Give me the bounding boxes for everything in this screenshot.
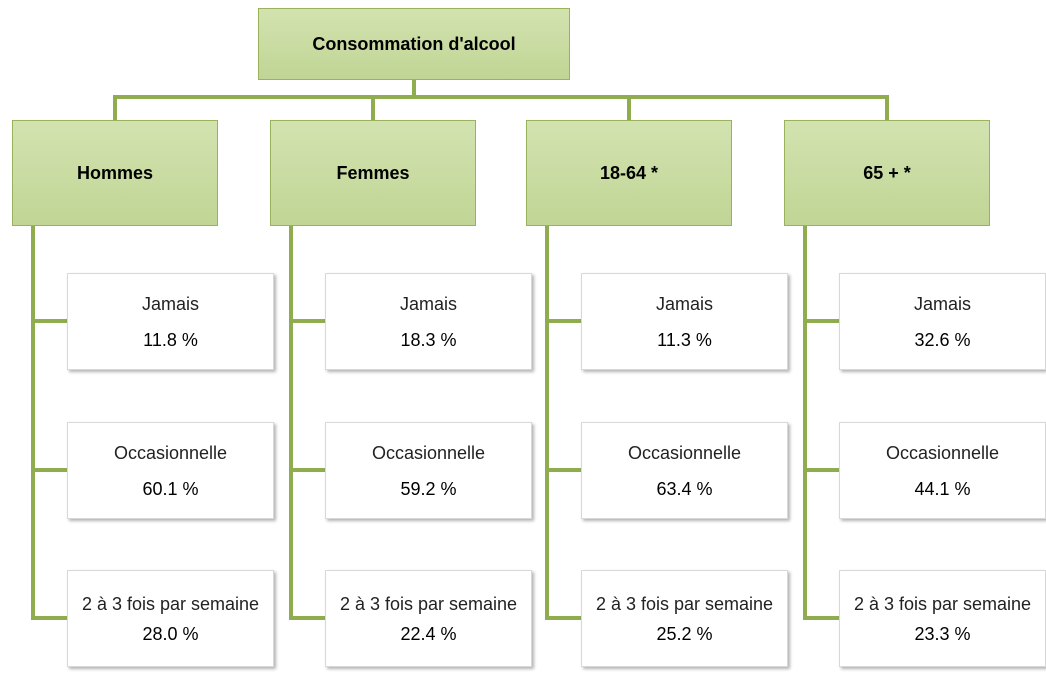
root-box: Consommation d'alcool [258, 8, 570, 80]
item-box: Jamais 32.6 % [839, 273, 1046, 370]
item-box: 2 à 3 fois par semaine 28.0 % [67, 570, 274, 667]
item-box: Occasionnelle 59.2 % [325, 422, 532, 519]
item-label: Occasionnelle [627, 442, 742, 463]
item-label: Occasionnelle [371, 442, 486, 463]
item-value: 63.4 % [656, 478, 713, 499]
item-label: Jamais [399, 293, 457, 314]
item-label: Occasionnelle [113, 442, 228, 463]
item-value: 28.0 % [142, 623, 199, 644]
item-value: 22.4 % [400, 623, 457, 644]
item-box: 2 à 3 fois par semaine 23.3 % [839, 570, 1046, 667]
item-label: Occasionnelle [885, 442, 1000, 463]
item-box: Jamais 11.8 % [67, 273, 274, 370]
item-label: 2 à 3 fois par semaine [595, 593, 774, 614]
item-label: 2 à 3 fois par semaine [81, 593, 260, 614]
item-label: 2 à 3 fois par semaine [339, 593, 518, 614]
item-value: 59.2 % [400, 478, 457, 499]
item-value: 25.2 % [656, 623, 713, 644]
item-value: 11.3 % [657, 329, 712, 350]
item-value: 32.6 % [914, 329, 971, 350]
item-value: 60.1 % [142, 478, 199, 499]
item-box: Occasionnelle 60.1 % [67, 422, 274, 519]
group-box: Hommes [12, 120, 218, 226]
group-box: 65 + * [784, 120, 990, 226]
item-box: Jamais 18.3 % [325, 273, 532, 370]
item-box: Occasionnelle 44.1 % [839, 422, 1046, 519]
item-value: 11.8 % [143, 329, 198, 350]
item-label: 2 à 3 fois par semaine [853, 593, 1032, 614]
item-value: 18.3 % [400, 329, 457, 350]
group-box: 18-64 * [526, 120, 732, 226]
group-box: Femmes [270, 120, 476, 226]
item-box: Occasionnelle 63.4 % [581, 422, 788, 519]
item-label: Jamais [655, 293, 713, 314]
item-label: Jamais [141, 293, 199, 314]
item-box: 2 à 3 fois par semaine 25.2 % [581, 570, 788, 667]
item-box: 2 à 3 fois par semaine 22.4 % [325, 570, 532, 667]
item-box: Jamais 11.3 % [581, 273, 788, 370]
item-value: 44.1 % [914, 478, 971, 499]
item-value: 23.3 % [914, 623, 971, 644]
item-label: Jamais [913, 293, 971, 314]
